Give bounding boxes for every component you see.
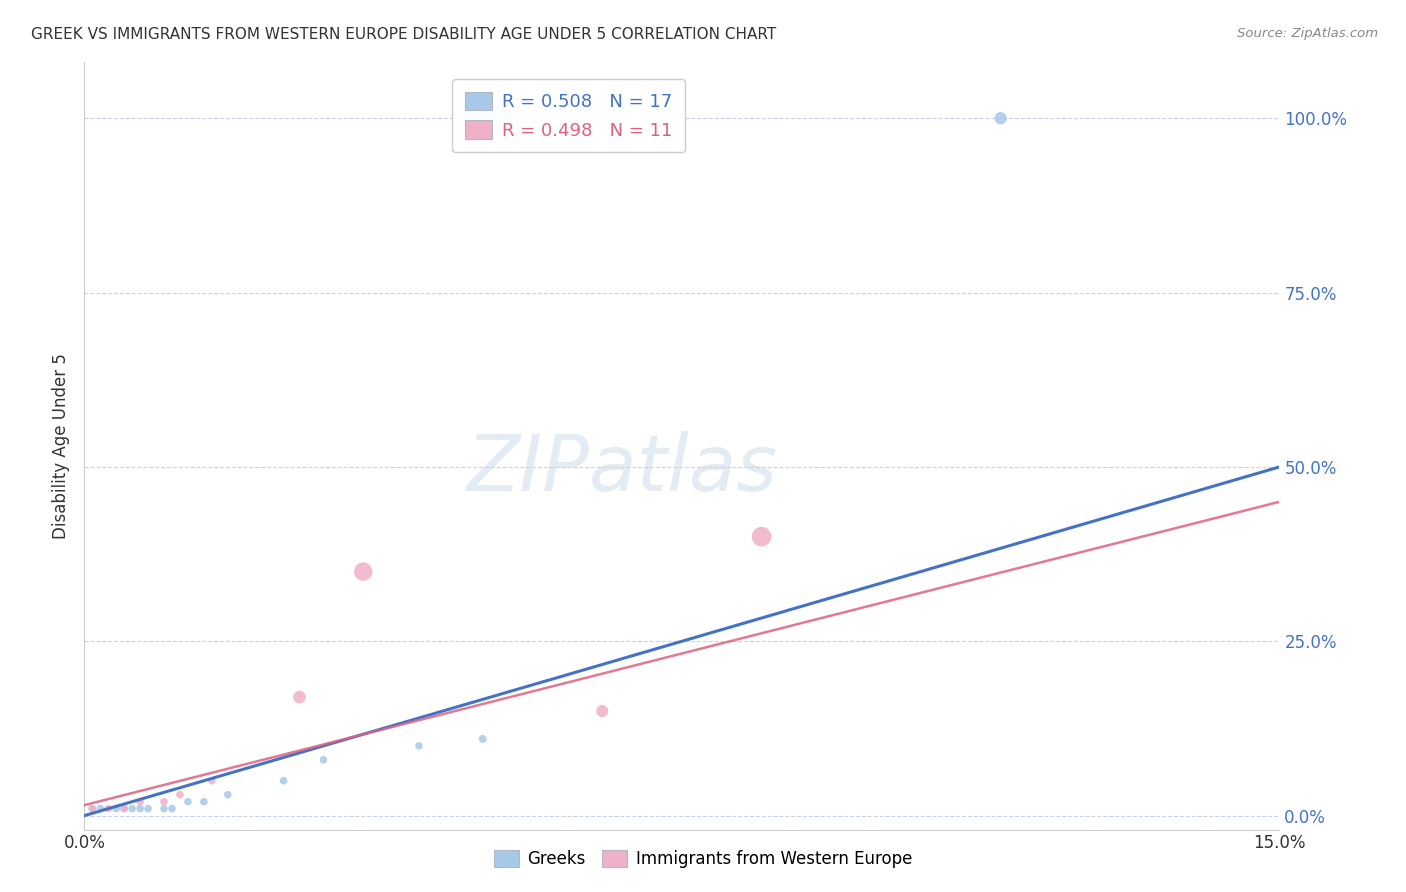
- Point: [471, 731, 494, 746]
- Point: [121, 802, 143, 816]
- Point: [273, 773, 295, 788]
- Point: [153, 795, 176, 809]
- Point: [193, 795, 215, 809]
- Point: [89, 802, 111, 816]
- Legend: Greeks, Immigrants from Western Europe: Greeks, Immigrants from Western Europe: [488, 843, 918, 875]
- Legend: R = 0.508   N = 17, R = 0.498   N = 11: R = 0.508 N = 17, R = 0.498 N = 11: [451, 79, 686, 153]
- Point: [112, 802, 135, 816]
- Point: [129, 795, 152, 809]
- Point: [129, 802, 152, 816]
- Point: [288, 690, 311, 704]
- Point: [169, 788, 191, 802]
- Point: [751, 530, 773, 544]
- Point: [990, 112, 1012, 126]
- Text: Source: ZipAtlas.com: Source: ZipAtlas.com: [1237, 27, 1378, 40]
- Point: [177, 795, 200, 809]
- Point: [217, 788, 239, 802]
- Point: [105, 802, 128, 816]
- Point: [591, 704, 613, 718]
- Point: [153, 802, 176, 816]
- Point: [408, 739, 430, 753]
- Point: [82, 802, 104, 816]
- Point: [97, 802, 120, 816]
- Point: [82, 802, 104, 816]
- Point: [201, 773, 224, 788]
- Y-axis label: Disability Age Under 5: Disability Age Under 5: [52, 353, 70, 539]
- Point: [112, 802, 135, 816]
- Point: [312, 753, 335, 767]
- Text: ZIPatlas: ZIPatlas: [467, 431, 778, 507]
- Text: GREEK VS IMMIGRANTS FROM WESTERN EUROPE DISABILITY AGE UNDER 5 CORRELATION CHART: GREEK VS IMMIGRANTS FROM WESTERN EUROPE …: [31, 27, 776, 42]
- Point: [352, 565, 374, 579]
- Point: [136, 802, 159, 816]
- Point: [160, 802, 183, 816]
